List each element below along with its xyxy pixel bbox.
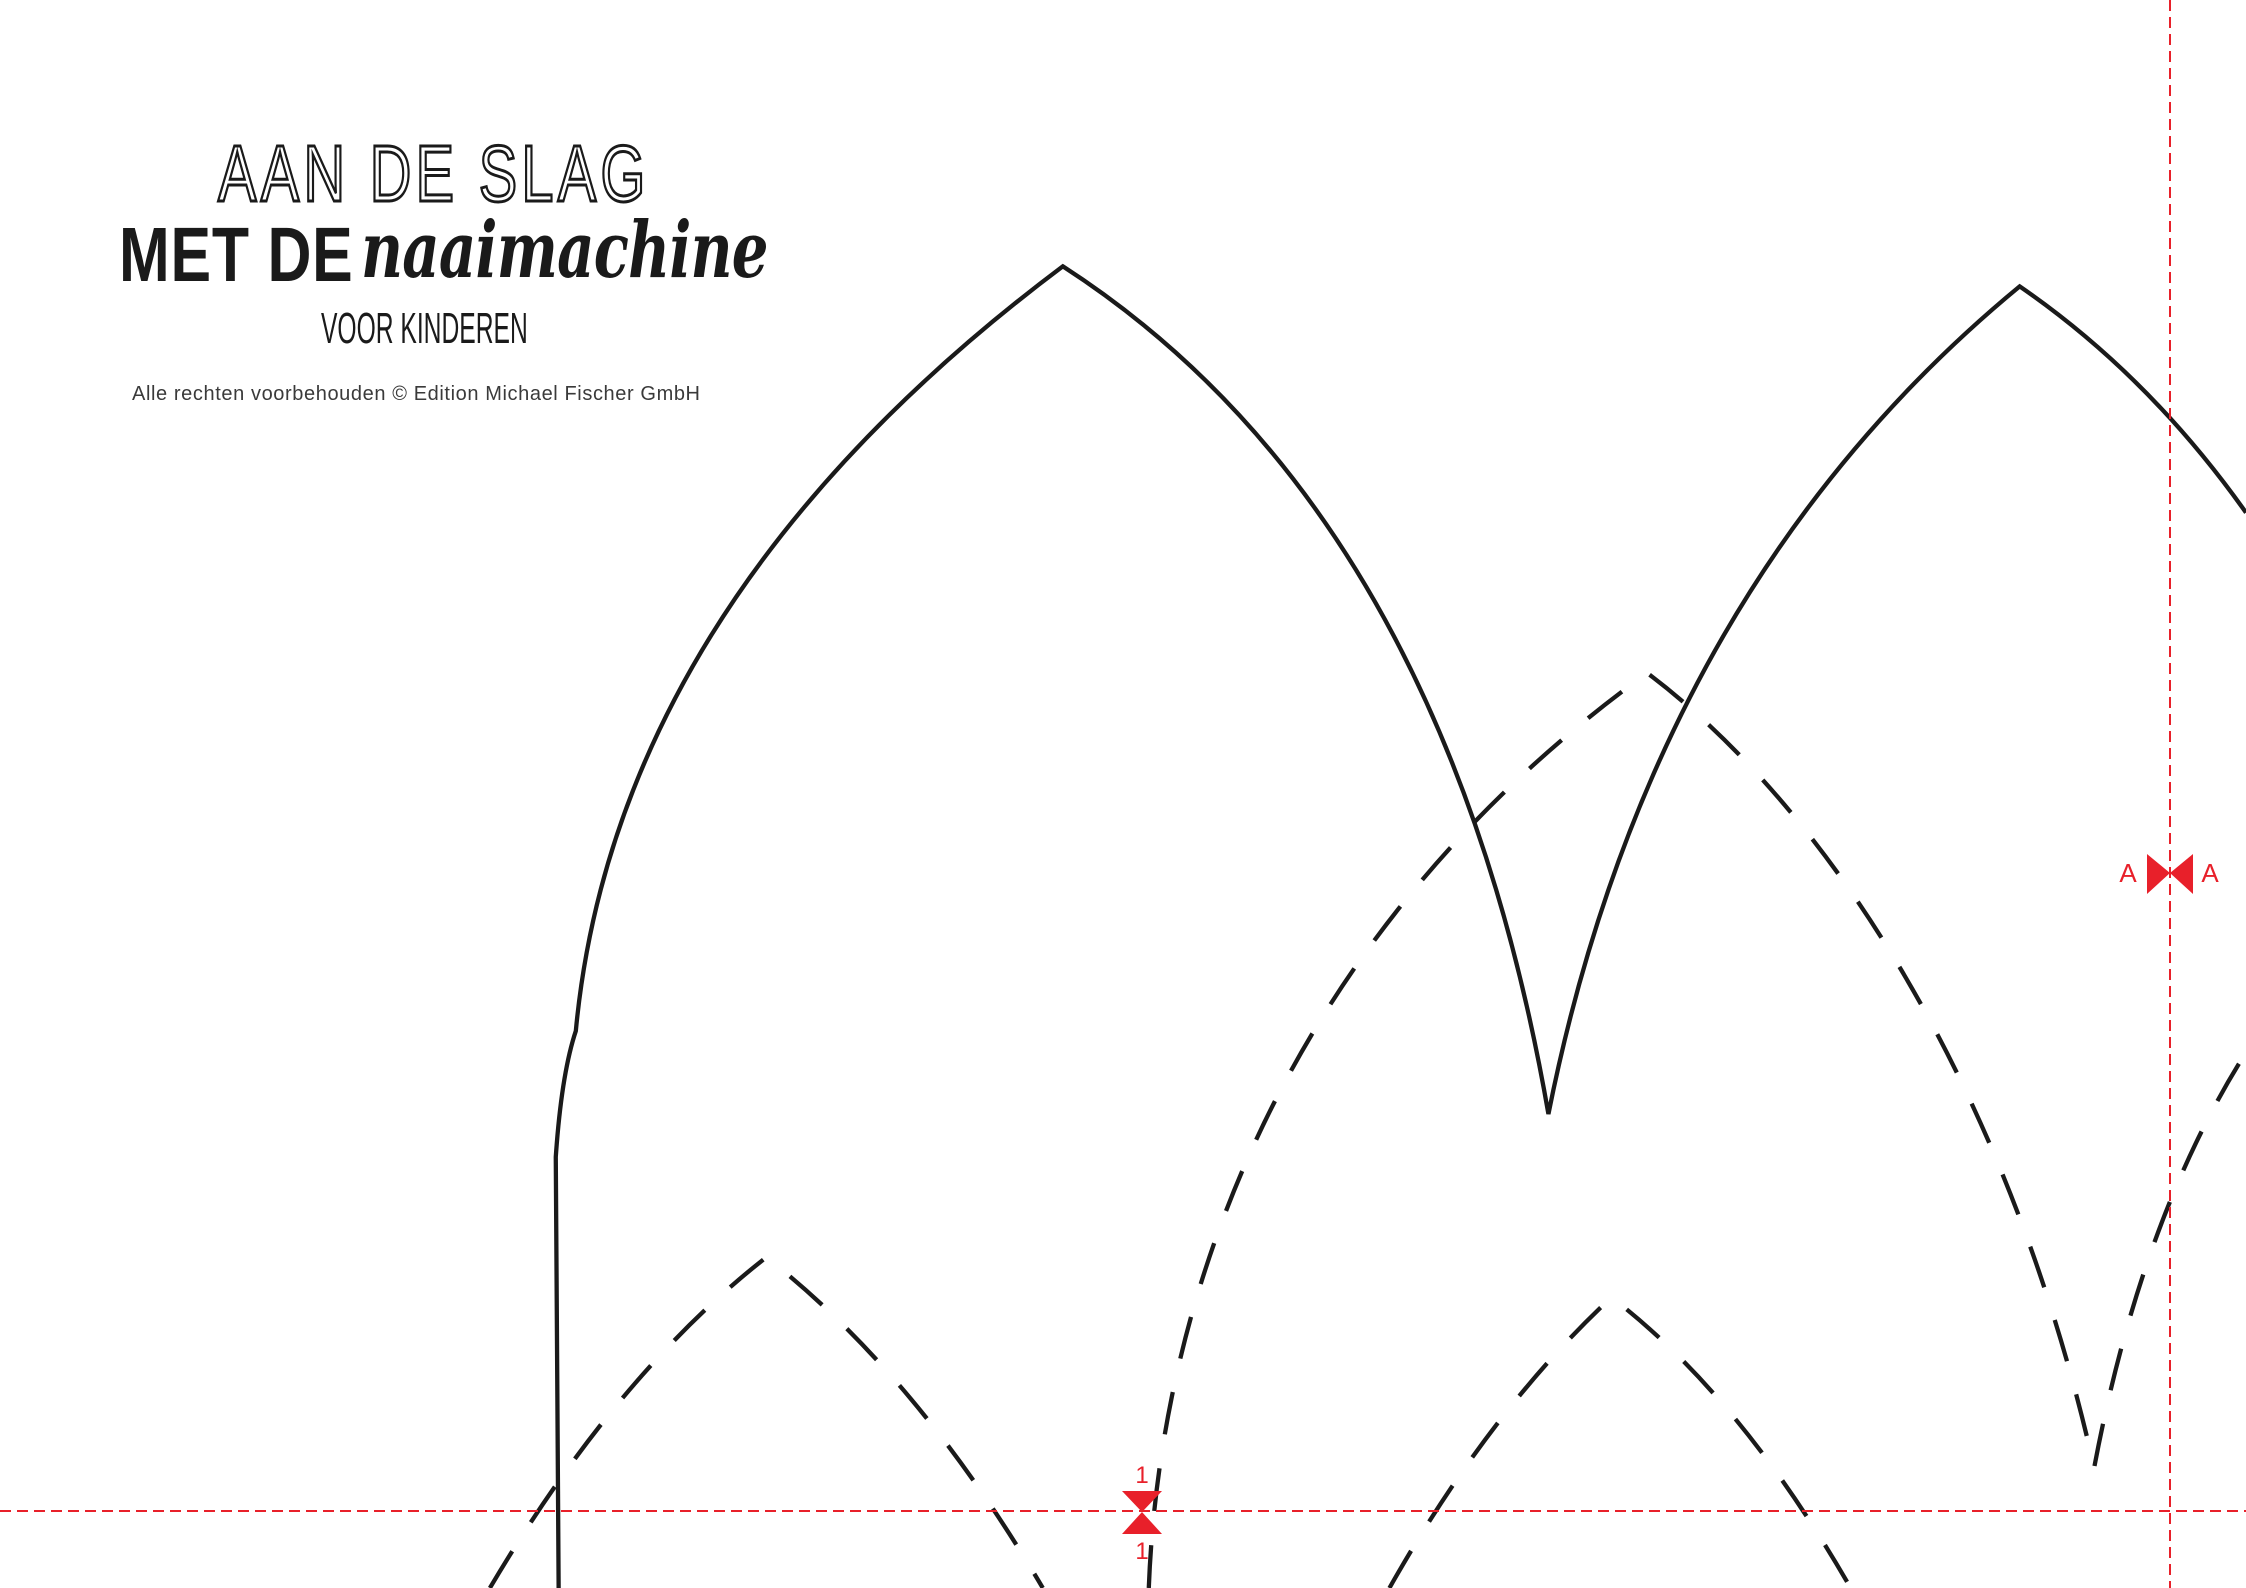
title-line-1: AAN DE SLAG	[217, 129, 650, 218]
copyright-notice: Alle rechten voorbehouden © Edition Mich…	[132, 383, 701, 405]
match-triangle-top	[1122, 1491, 1162, 1512]
match-label-1-top: 1	[1135, 1462, 1148, 1489]
match-triangle-right	[2170, 854, 2193, 894]
match-label-1-bottom: 1	[1135, 1538, 1148, 1565]
title-script: naaimachine	[361, 205, 768, 296]
match-label-a-left: A	[2119, 858, 2137, 888]
stitch-line-small-right-arch	[1387, 1294, 1853, 1588]
match-triangle-left	[2147, 854, 2170, 894]
stitch-line-small-left-arch	[488, 1254, 1045, 1588]
match-mark-1: 1 1	[1122, 1462, 1162, 1565]
stitch-line-large-arch	[1146, 670, 2246, 1588]
title-bold: MET DE	[119, 212, 354, 298]
subtitle: VOOR KINDEREN	[321, 304, 528, 353]
pattern-pieces	[488, 263, 2246, 1588]
match-mark-a: A A	[2119, 854, 2219, 894]
match-triangle-bottom	[1122, 1512, 1162, 1534]
match-label-a-right: A	[2201, 858, 2219, 888]
cut-line	[553, 263, 2246, 1588]
